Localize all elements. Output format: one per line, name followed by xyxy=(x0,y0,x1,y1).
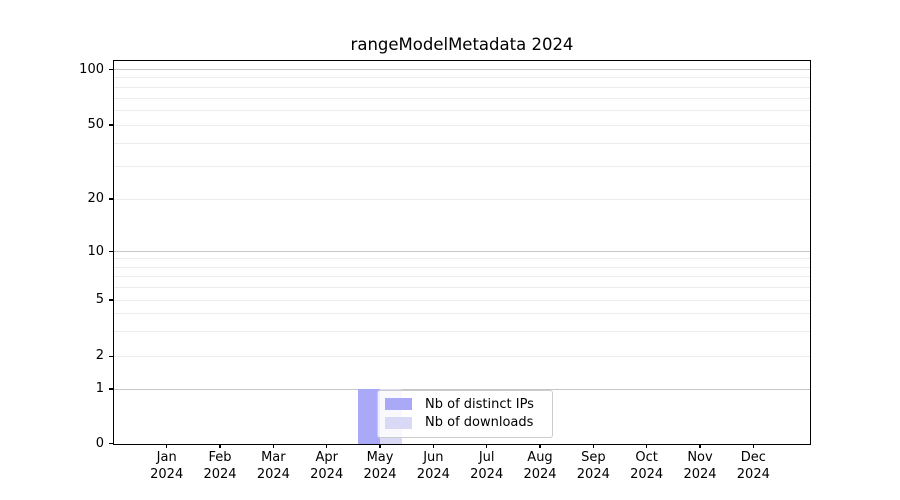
legend-swatch-downloads xyxy=(385,416,412,429)
minor-gridline xyxy=(114,313,811,315)
legend-label-distinct-ips: Nb of distinct IPs xyxy=(425,396,534,412)
x-tick-year: 2024 xyxy=(150,467,184,482)
y-tick-label: 100 xyxy=(79,61,104,77)
x-tick-label: Mar 2024 xyxy=(241,449,305,484)
legend-entry-distinct-ips: Nb of distinct IPs xyxy=(385,397,546,412)
major-gridline xyxy=(114,251,811,252)
y-tick-label: 5 xyxy=(95,292,104,307)
x-tick-month: Mar xyxy=(261,449,286,465)
y-tick-label: 50 xyxy=(87,117,104,132)
x-tick-mark xyxy=(379,444,381,448)
minor-gridline xyxy=(114,77,811,79)
x-tick-label: Apr 2024 xyxy=(295,449,359,484)
plot-area xyxy=(113,59,811,445)
y-tick-label: 10 xyxy=(87,243,104,259)
y-tick-mark xyxy=(109,299,113,301)
minor-gridline xyxy=(114,124,811,126)
x-tick-label: May 2024 xyxy=(348,449,412,484)
x-tick-mark xyxy=(166,444,168,448)
y-tick-mark xyxy=(109,198,113,200)
major-gridline xyxy=(114,69,811,70)
major-gridline xyxy=(114,388,811,390)
minor-gridline xyxy=(114,198,811,200)
x-tick-month: Feb xyxy=(208,449,232,465)
minor-gridline xyxy=(114,258,811,260)
x-tick-label: Dec 2024 xyxy=(721,449,785,484)
x-tick-mark xyxy=(699,444,701,448)
legend: Nb of distinct IPs Nb of downloads xyxy=(377,389,553,438)
minor-gridline xyxy=(114,109,811,111)
minor-gridline xyxy=(114,299,811,301)
x-tick-month: Oct xyxy=(635,449,658,465)
y-tick-mark xyxy=(109,388,113,390)
x-tick-year: 2024 xyxy=(736,467,770,482)
x-tick-year: 2024 xyxy=(470,467,504,482)
minor-gridline xyxy=(114,165,811,167)
x-tick-mark xyxy=(272,444,274,448)
x-tick-year: 2024 xyxy=(203,467,237,482)
minor-gridline xyxy=(114,355,811,357)
x-tick-year: 2024 xyxy=(256,467,290,482)
x-tick-year: 2024 xyxy=(576,467,610,482)
y-tick-label: 1 xyxy=(95,381,104,396)
x-tick-month: Jun xyxy=(423,449,444,465)
x-tick-label: Feb 2024 xyxy=(188,449,252,484)
x-tick-label: Nov 2024 xyxy=(668,449,732,484)
x-tick-month: Apr xyxy=(315,449,338,465)
x-tick-year: 2024 xyxy=(630,467,664,482)
y-tick-mark xyxy=(109,250,113,253)
x-tick-month: Aug xyxy=(527,449,553,465)
x-tick-month: Jul xyxy=(478,449,495,465)
chart-title: rangeModelMetadata 2024 xyxy=(350,35,574,54)
legend-label-downloads: Nb of downloads xyxy=(425,415,534,431)
minor-gridline xyxy=(114,286,811,288)
x-tick-month: Dec xyxy=(740,449,766,465)
x-tick-month: Sep xyxy=(581,449,606,465)
x-tick-year: 2024 xyxy=(363,467,397,482)
x-tick-label: Sep 2024 xyxy=(561,449,625,484)
x-tick-month: Jan xyxy=(156,449,177,465)
x-tick-year: 2024 xyxy=(683,467,717,482)
x-tick-label: Aug 2024 xyxy=(508,449,572,484)
x-tick-mark xyxy=(752,444,754,448)
minor-gridline xyxy=(114,142,811,144)
x-tick-year: 2024 xyxy=(523,467,557,482)
x-tick-label: Jul 2024 xyxy=(455,449,519,484)
x-tick-mark xyxy=(219,444,221,448)
x-tick-mark xyxy=(486,444,488,448)
x-tick-label: Oct 2024 xyxy=(615,449,679,484)
y-tick-mark xyxy=(109,442,113,445)
y-tick-mark xyxy=(109,355,113,357)
minor-gridline xyxy=(114,266,811,268)
x-tick-month: May xyxy=(366,449,394,465)
x-tick-label: Jun 2024 xyxy=(401,449,465,484)
minor-gridline xyxy=(114,275,811,277)
x-tick-mark xyxy=(432,444,434,448)
y-tick-label: 2 xyxy=(95,348,104,364)
legend-entry-downloads: Nb of downloads xyxy=(385,415,546,430)
minor-gridline xyxy=(114,330,811,332)
y-tick-label: 0 xyxy=(95,435,104,451)
bar-distinct-ips xyxy=(358,389,381,444)
x-tick-mark xyxy=(539,444,541,448)
minor-gridline xyxy=(114,97,811,99)
x-tick-year: 2024 xyxy=(310,467,344,482)
legend-swatch-distinct-ips xyxy=(385,398,412,411)
y-tick-label: 20 xyxy=(87,191,104,206)
y-tick-mark xyxy=(109,68,113,71)
x-tick-label: Jan 2024 xyxy=(135,449,199,484)
x-tick-month: Nov xyxy=(687,449,713,465)
x-tick-mark xyxy=(326,444,328,448)
minor-gridline xyxy=(114,86,811,88)
x-tick-mark xyxy=(592,444,594,448)
x-tick-mark xyxy=(646,444,648,448)
y-tick-mark xyxy=(109,124,113,126)
x-tick-year: 2024 xyxy=(416,467,450,482)
